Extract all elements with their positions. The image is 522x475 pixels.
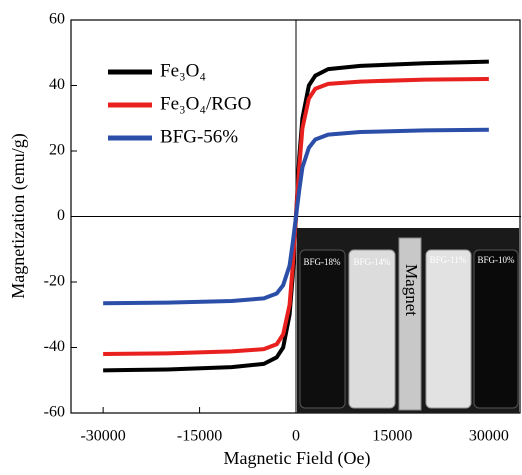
x-tick-label: 0 — [292, 428, 300, 445]
x-tick-label: -15000 — [177, 428, 222, 445]
legend-label: Fe₃O₄/RGO — [160, 93, 251, 114]
y-axis-label: Magnetization (emu/g) — [8, 133, 29, 298]
vial — [473, 249, 519, 409]
inset-label: BFG-18% — [303, 257, 341, 267]
y-tick-label: 20 — [49, 142, 65, 159]
inset-label: BFG-11% — [430, 255, 467, 265]
legend-label: BFG-56% — [160, 126, 238, 147]
x-tick-label: -30000 — [80, 428, 125, 445]
vial — [299, 249, 346, 409]
inset-photo: BFG-18% BFG-14% BFG-11% BFG-10% Magnet — [297, 228, 519, 413]
x-tick-label: 15000 — [372, 428, 412, 445]
legend-label: Fe₃O₄ — [160, 60, 206, 81]
inset-label: BFG-14% — [353, 257, 391, 267]
y-tick-label: -40 — [44, 338, 65, 355]
y-tick-label: 0 — [57, 207, 65, 224]
y-tick-label: -20 — [44, 273, 65, 290]
y-tick-label: 40 — [49, 76, 65, 93]
series-line — [103, 127, 489, 306]
magnet-bar — [398, 237, 422, 411]
y-tick-label: -60 — [44, 404, 65, 421]
magnet-label: Magnet — [402, 264, 421, 316]
y-tick-label: 60 — [49, 11, 65, 28]
x-axis-label: Magnetic Field (Oe) — [224, 448, 371, 469]
x-tick-label: 30000 — [469, 428, 509, 445]
vial — [348, 249, 396, 409]
vial — [425, 249, 472, 409]
inset-label: BFG-10% — [477, 255, 515, 265]
